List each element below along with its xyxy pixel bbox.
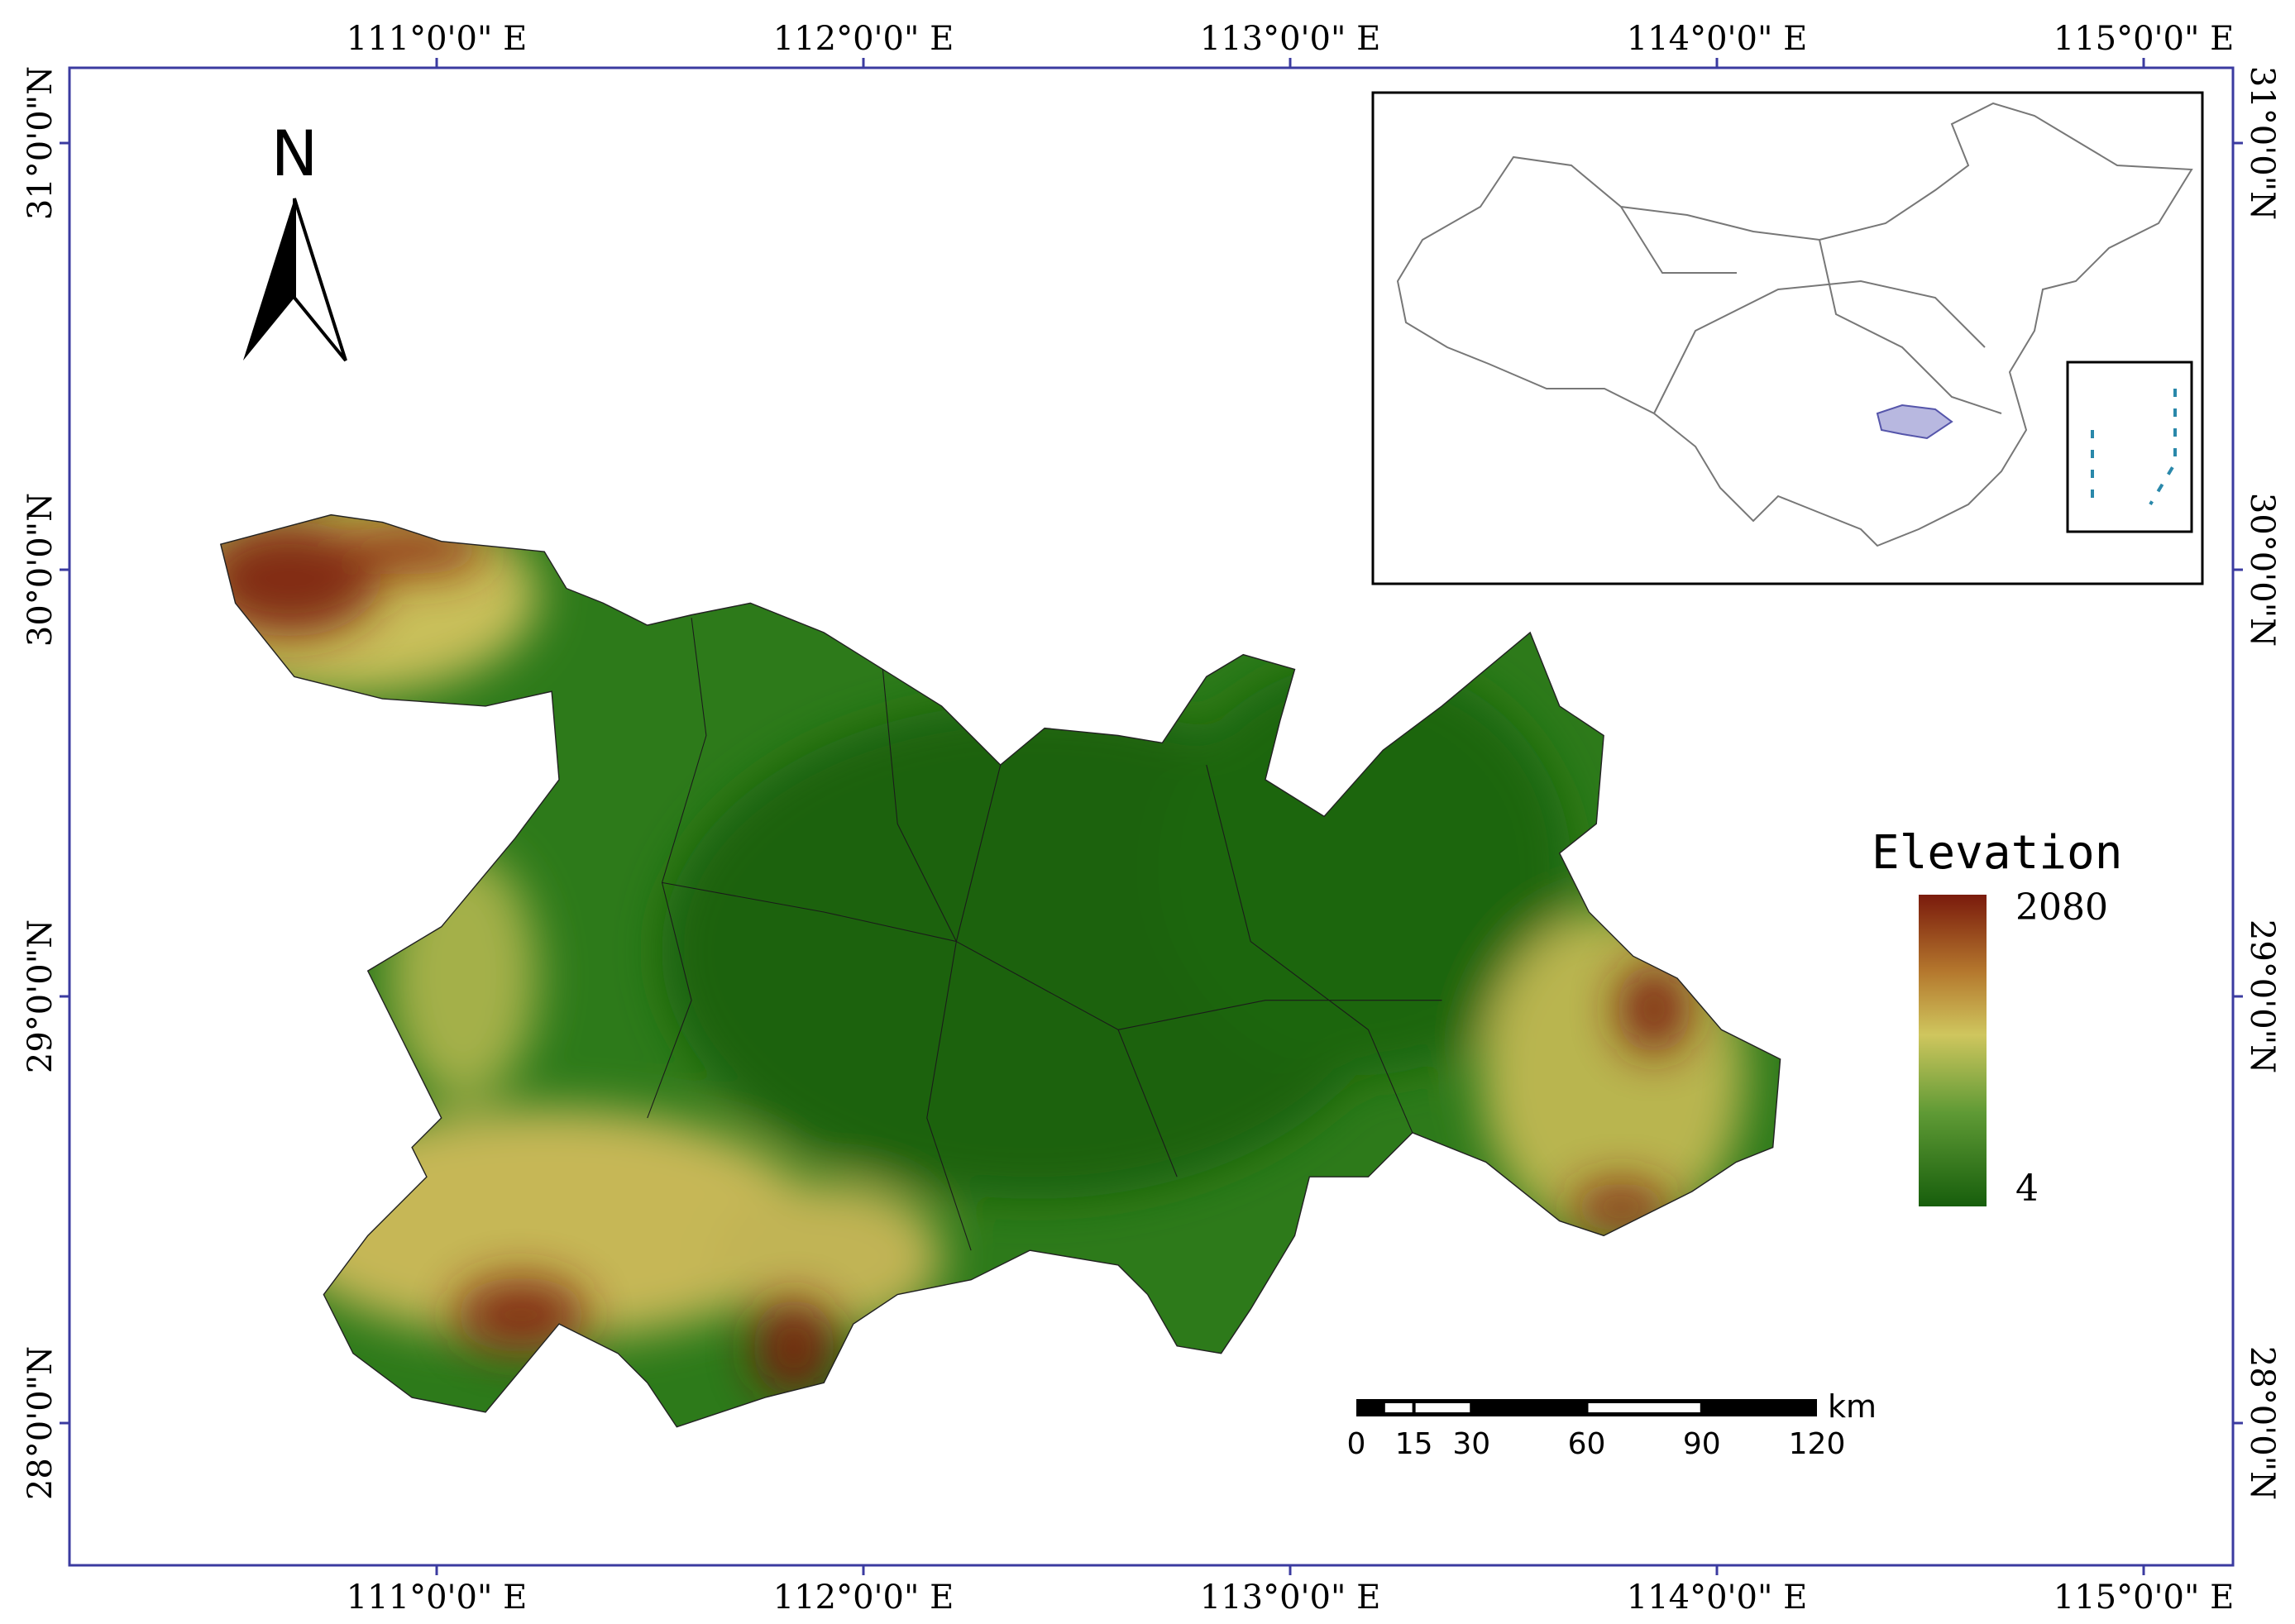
lat-label: 28°0'0"N: [22, 1346, 60, 1500]
lat-label: 28°0'0"N: [2243, 1346, 2281, 1500]
lon-label: 111°0'0" E: [347, 20, 528, 58]
scale-label: 30: [1452, 1427, 1490, 1461]
inset-map: [1371, 91, 2204, 585]
lon-label: 113°0'0" E: [1200, 20, 1381, 58]
north-label: N: [271, 117, 318, 190]
lon-label: 115°0'0" E: [2054, 1579, 2235, 1617]
lon-label: 114°0'0" E: [1627, 20, 1808, 58]
lat-label: 29°0'0"N: [22, 919, 60, 1073]
scale-segment: [1588, 1403, 1700, 1412]
lon-label: 112°0'0" E: [773, 20, 954, 58]
scale-segment: [1384, 1403, 1413, 1412]
scale-label: 90: [1683, 1427, 1721, 1461]
lon-label: 112°0'0" E: [773, 1579, 954, 1617]
lat-label: 31°0'0"N: [22, 66, 60, 220]
scale-label: 15: [1395, 1427, 1433, 1461]
north-arrow: N: [243, 117, 347, 362]
map-frame: [68, 66, 2235, 1567]
lon-label: 113°0'0" E: [1200, 1579, 1381, 1617]
scale-outline: [1356, 1399, 1817, 1416]
scale-label: 60: [1568, 1427, 1606, 1461]
scale-label: 120: [1789, 1427, 1846, 1461]
lat-label: 31°0'0"N: [2243, 66, 2281, 220]
lon-label: 111°0'0" E: [347, 1579, 528, 1617]
legend: Elevation 2080 4: [1872, 826, 2122, 1210]
graticule-labels: 111°0'0" E 111°0'0" E 112°0'0" E 112°0'0" E…: [22, 20, 2281, 1617]
legend-title: Elevation: [1872, 826, 2122, 880]
lon-label: 115°0'0" E: [2054, 20, 2235, 58]
legend-min: 4: [2015, 1168, 2039, 1210]
scale-unit: km: [1828, 1388, 1877, 1425]
legend-max: 2080: [2015, 886, 2108, 929]
county-boundaries: [647, 618, 1442, 1251]
lat-label: 30°0'0"N: [2243, 493, 2281, 647]
lat-label: 30°0'0"N: [22, 493, 60, 647]
elevation-raster: [220, 514, 1781, 1427]
lat-label: 29°0'0"N: [2243, 919, 2281, 1073]
scale-bar: km 0 15 30 60 90 120: [1347, 1388, 1877, 1461]
scale-label: 0: [1347, 1427, 1366, 1461]
scale-segment: [1415, 1403, 1470, 1412]
lon-label: 114°0'0" E: [1627, 1579, 1808, 1617]
